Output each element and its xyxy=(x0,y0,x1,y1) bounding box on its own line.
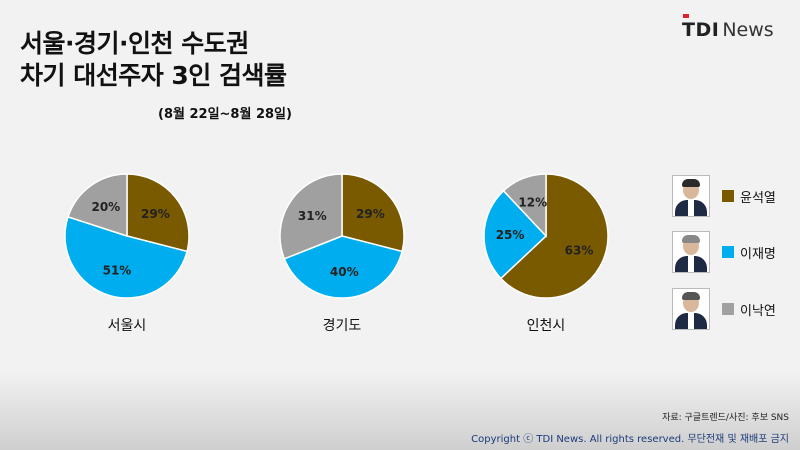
slice-data-label: 63% xyxy=(565,243,594,257)
candidate-photo-icon xyxy=(672,175,710,217)
slice-data-label: 31% xyxy=(298,209,327,223)
legend-label: 윤석열 xyxy=(740,190,776,206)
slice-data-label: 29% xyxy=(141,207,170,221)
slice-data-label: 20% xyxy=(91,200,120,214)
pie-slice xyxy=(126,173,190,253)
tdi-news-logo: TDI News xyxy=(682,14,774,41)
pie-slice xyxy=(279,173,343,260)
legend-item-yoon: 윤석열 xyxy=(672,175,776,217)
legend-swatch xyxy=(722,246,734,258)
logo-accent-icon xyxy=(683,14,689,18)
region-label: 경기도 xyxy=(323,318,362,334)
pie-slice xyxy=(283,235,403,299)
region-label: 서울시 xyxy=(108,318,147,334)
legend-label: 이낙연 xyxy=(740,303,776,319)
slice-data-label: 40% xyxy=(330,265,359,279)
legend-item-lee-ny: 이낙연 xyxy=(672,288,776,330)
legend-swatch xyxy=(722,190,734,202)
candidate-photo-icon xyxy=(672,231,710,273)
pie-slice xyxy=(499,173,609,299)
copyright-notice: Copyright ⓒ TDI News. All rights reserve… xyxy=(471,434,789,445)
logo-tdi-text: TDI xyxy=(682,19,720,41)
pie-slice xyxy=(64,215,188,299)
candidate-photo-icon xyxy=(672,288,710,330)
title-line-2: 차기 대선주자 3인 검색률 xyxy=(20,61,287,90)
background-gradient xyxy=(0,370,800,450)
legend-item-lee-jm: 이재명 xyxy=(672,231,776,273)
date-range-subtitle: (8월 22일~8월 28일) xyxy=(158,107,292,122)
logo-news-text: News xyxy=(722,19,774,41)
slice-data-label: 25% xyxy=(496,228,525,242)
pie-slice xyxy=(67,173,128,238)
slice-data-label: 12% xyxy=(518,196,547,210)
page-title: 서울·경기·인천 수도권 차기 대선주자 3인 검색률 xyxy=(20,28,287,92)
title-line-1: 서울·경기·인천 수도권 xyxy=(20,29,249,58)
pie-slice xyxy=(483,189,548,280)
legend-label: 이재명 xyxy=(740,246,776,262)
pie-slice xyxy=(502,173,547,238)
region-label: 인천시 xyxy=(527,318,566,334)
pie-slice xyxy=(341,173,405,253)
legend-swatch xyxy=(722,303,734,315)
source-note: 자료: 구글트렌드/사진: 후보 SNS xyxy=(662,413,789,423)
slice-data-label: 51% xyxy=(103,264,132,278)
slice-data-label: 29% xyxy=(356,207,385,221)
